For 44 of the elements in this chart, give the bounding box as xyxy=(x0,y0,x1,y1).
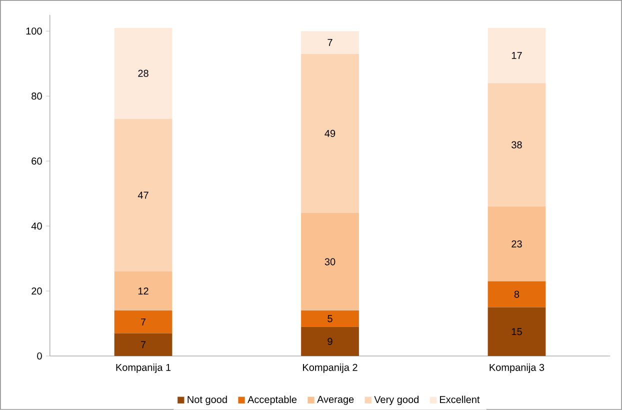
y-tick-label: 100 xyxy=(26,28,42,35)
data-label: 9 xyxy=(328,338,332,345)
legend-label: Average xyxy=(317,396,354,405)
y-tick-label: 20 xyxy=(32,288,42,295)
bar xyxy=(114,333,172,356)
data-label: 23 xyxy=(512,240,522,248)
bar xyxy=(114,310,172,334)
y-tick-label: 80 xyxy=(32,92,42,100)
x-tick-label: Kompanija 2 xyxy=(303,364,358,373)
data-label: 7 xyxy=(141,318,146,326)
bar xyxy=(488,307,546,356)
data-label: 28 xyxy=(138,70,148,77)
y-tick-label: 40 xyxy=(31,222,42,230)
bar xyxy=(488,206,546,282)
x-tick-label: Kompanija 3 xyxy=(490,364,544,373)
bar xyxy=(301,310,359,327)
legend-label: Acceptable xyxy=(248,396,297,406)
y-tick-label: 60 xyxy=(32,158,42,165)
y-tick-label: 0 xyxy=(37,352,42,360)
data-label: 7 xyxy=(141,341,146,348)
bar xyxy=(301,213,359,311)
data-label: 12 xyxy=(138,288,148,295)
data-label: 15 xyxy=(512,328,522,336)
bar xyxy=(114,272,172,311)
data-label: 5 xyxy=(328,315,332,322)
bar xyxy=(488,83,546,207)
data-label: 7 xyxy=(328,39,332,46)
bar xyxy=(488,281,546,308)
legend-label: Not good xyxy=(188,396,227,406)
data-label: 8 xyxy=(514,290,520,298)
bar xyxy=(301,326,359,356)
bar xyxy=(301,54,359,214)
bar xyxy=(488,28,546,84)
data-label: 30 xyxy=(324,258,336,266)
bar xyxy=(301,31,359,54)
legend-label: Very good xyxy=(374,396,419,406)
bar xyxy=(114,28,172,119)
data-label: 47 xyxy=(138,192,148,199)
data-label: 38 xyxy=(512,141,522,148)
x-tick-label: Kompanija 1 xyxy=(116,364,171,373)
legend-label: Excellent xyxy=(440,396,480,404)
data-label: 49 xyxy=(324,130,336,138)
data-label: 17 xyxy=(512,52,522,59)
bar xyxy=(114,118,172,272)
